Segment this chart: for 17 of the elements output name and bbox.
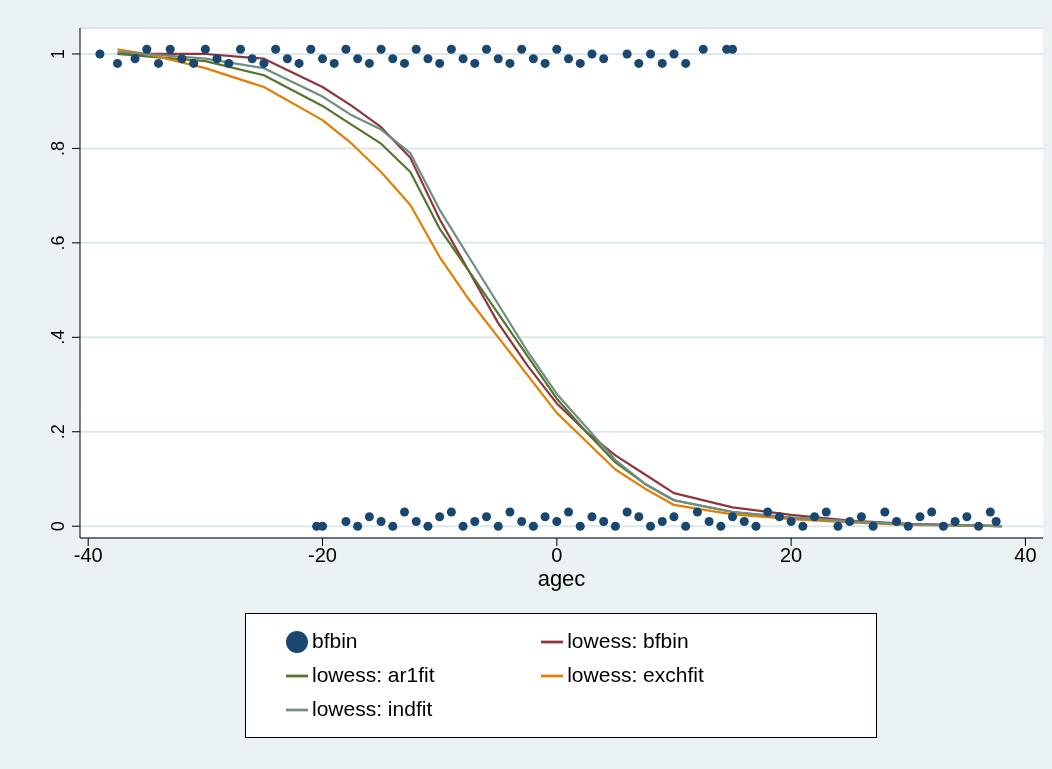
x-tick-label: 20	[780, 544, 803, 567]
y-tick-label: .4	[48, 329, 68, 345]
y-tick-label: 0	[48, 521, 68, 532]
x-tick-label: -20	[308, 544, 337, 567]
y-tick-label: 1	[48, 48, 68, 59]
y-tick-label: .6	[48, 235, 68, 251]
x-tick-label: 0	[551, 544, 563, 567]
y-tick-label: .2	[48, 424, 68, 440]
legend-label: bfbin	[312, 629, 358, 652]
x-axis-title: agec	[537, 566, 586, 591]
legend-label: lowess: indfit	[312, 697, 433, 720]
x-tick-label: 40	[1014, 544, 1037, 567]
legend-label: lowess: bfbin	[567, 629, 689, 652]
legend-label: lowess: exchfit	[567, 663, 704, 686]
legend-label: lowess: ar1fit	[312, 663, 435, 686]
x-tick-label: -40	[73, 544, 103, 567]
y-tick-label: .8	[48, 140, 68, 156]
